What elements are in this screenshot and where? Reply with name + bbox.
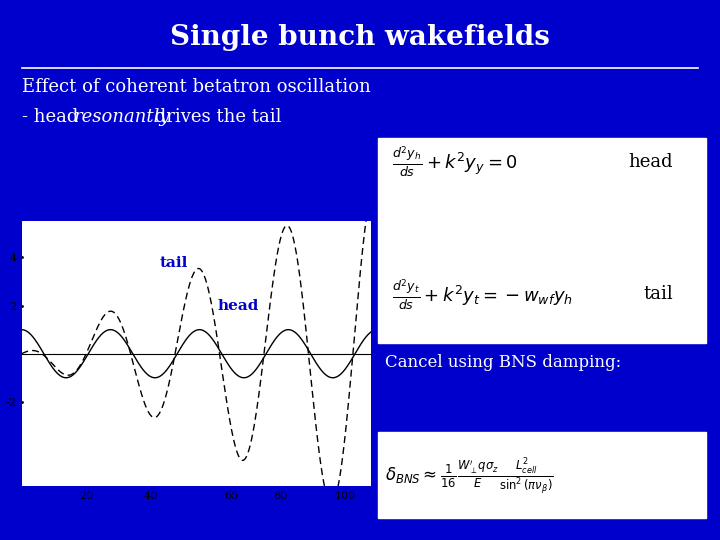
FancyBboxPatch shape	[378, 432, 706, 518]
Text: Single bunch wakefields: Single bunch wakefields	[170, 24, 550, 51]
FancyBboxPatch shape	[378, 138, 706, 343]
Text: Effect of coherent betatron oscillation: Effect of coherent betatron oscillation	[22, 78, 370, 96]
Text: $\frac{d^2 y_t}{ds} + k^2 y_t = -w_{wf} y_h$: $\frac{d^2 y_t}{ds} + k^2 y_t = -w_{wf} …	[392, 277, 573, 312]
Text: head: head	[217, 299, 259, 313]
Text: tail: tail	[159, 256, 188, 270]
Text: drives the tail: drives the tail	[149, 108, 282, 126]
Text: $\frac{d^2 y_h}{ds} + k^2 y_y = 0$: $\frac{d^2 y_h}{ds} + k^2 y_y = 0$	[392, 145, 518, 179]
Text: head: head	[629, 153, 673, 171]
Text: resonantly: resonantly	[73, 108, 170, 126]
Text: - head: - head	[22, 108, 84, 126]
Text: tail: tail	[644, 285, 673, 303]
Text: $\delta_{BNS} \approx \frac{1}{16} \frac{W_{\perp}^{\prime} q \sigma_z}{E} \frac: $\delta_{BNS} \approx \frac{1}{16} \frac…	[385, 456, 554, 497]
Text: Cancel using BNS damping:: Cancel using BNS damping:	[385, 354, 621, 370]
